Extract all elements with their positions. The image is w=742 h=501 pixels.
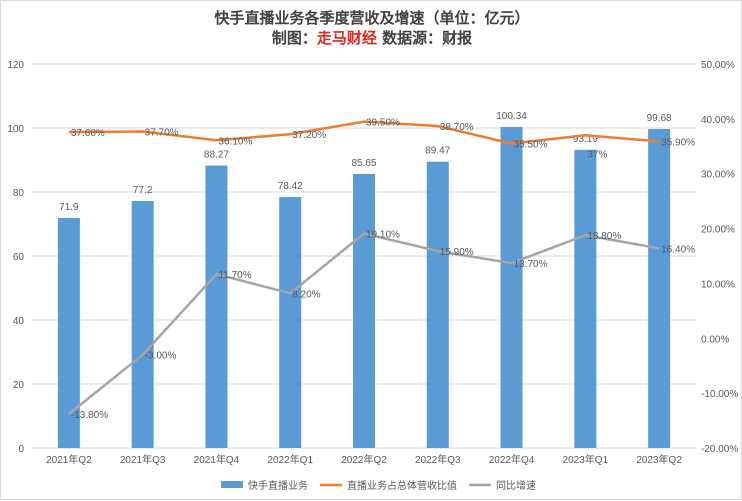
right-axis-tick: 30.00% [701, 170, 735, 181]
line-label: 37% [587, 149, 607, 160]
bar-label: 99.68 [647, 113, 672, 124]
legend-swatch [221, 481, 243, 488]
line-label: 37.70% [145, 127, 179, 138]
series-line [68, 232, 660, 415]
legend-label: 直播业务占总体营收比值 [347, 479, 457, 492]
line-label: 18.80% [587, 231, 621, 242]
left-axis-tick: 100 [7, 124, 24, 135]
bar-label: 71.9 [59, 202, 79, 213]
x-axis-tick: 2021年Q2 [46, 453, 92, 466]
bar-label: 77.2 [133, 185, 153, 196]
right-axis-tick: 10.00% [701, 279, 735, 290]
x-axis-tick: 2022年Q4 [489, 453, 535, 466]
bar-label: 93.19 [573, 134, 598, 145]
line-label: 19.10% [366, 230, 400, 241]
bar-label: 78.42 [278, 181, 303, 192]
x-axis-tick: 2023年Q1 [563, 453, 609, 466]
bar-label: 100.34 [496, 111, 527, 122]
line-label: -13.80% [71, 410, 108, 421]
right-axis-tick: -20.00% [701, 444, 738, 455]
left-axis-tick: 40 [13, 316, 25, 327]
line-label: 11.70% [218, 270, 251, 281]
x-axis-tick: 2021年Q3 [120, 453, 166, 466]
bar [205, 165, 228, 448]
line-label: 36.10% [218, 136, 252, 147]
brand-name: 走马财经 [316, 29, 377, 47]
bar [648, 129, 671, 449]
x-axis-tick: 2022年Q1 [267, 453, 313, 466]
bar [500, 126, 523, 449]
left-axis-tick: 120 [7, 60, 24, 71]
bar [574, 149, 597, 449]
bar [131, 200, 154, 448]
x-axis-tick: 2022年Q2 [341, 453, 387, 466]
subtitle-source: 数据源：财报 [382, 29, 473, 47]
right-axis-tick: -10.00% [701, 389, 738, 400]
legend-label: 同比增速 [496, 479, 536, 492]
line-label: -3.00% [145, 351, 177, 362]
x-axis-tick: 2021年Q4 [194, 453, 240, 466]
line-label: 35.90% [661, 137, 695, 148]
right-axis-tick: 50.00% [701, 60, 735, 71]
line-label: 37.20% [292, 130, 326, 141]
x-axis-tick: 2023年Q2 [636, 453, 682, 466]
right-axis-tick: 0.00% [701, 334, 729, 345]
left-axis-tick: 60 [13, 252, 25, 263]
bar [426, 161, 449, 449]
line-label: 13.70% [514, 259, 548, 270]
line-label: 37.60% [71, 128, 105, 139]
bar-label: 85.65 [351, 158, 376, 169]
bar [57, 217, 80, 448]
bar [279, 197, 302, 448]
bar-label: 89.47 [425, 146, 450, 157]
chart-subtitle: 制图：走马财经 数据源：财报 [1, 27, 742, 48]
line-label: 8.20% [292, 289, 320, 300]
left-axis-tick: 80 [13, 188, 25, 199]
line-label: 38.70% [440, 122, 474, 133]
legend-label: 快手直播业务 [248, 479, 308, 492]
series-line [68, 120, 660, 145]
line-label: 15.90% [440, 247, 474, 258]
line-label: 16.40% [661, 244, 695, 255]
right-axis-tick: 40.00% [701, 115, 735, 126]
left-axis-tick: 20 [13, 380, 25, 391]
line-label: 35.50% [514, 140, 548, 151]
bar [353, 173, 375, 449]
x-axis-tick: 2022年Q3 [415, 453, 461, 466]
right-axis-tick: 20.00% [701, 225, 735, 236]
bar-label: 88.27 [204, 150, 229, 161]
line-label: 39.50% [366, 118, 400, 129]
subtitle-prefix: 制图： [271, 29, 317, 47]
left-axis-tick: 0 [18, 444, 24, 455]
chart-title: 快手直播业务各季度营收及增速（单位：亿元） [214, 9, 530, 27]
